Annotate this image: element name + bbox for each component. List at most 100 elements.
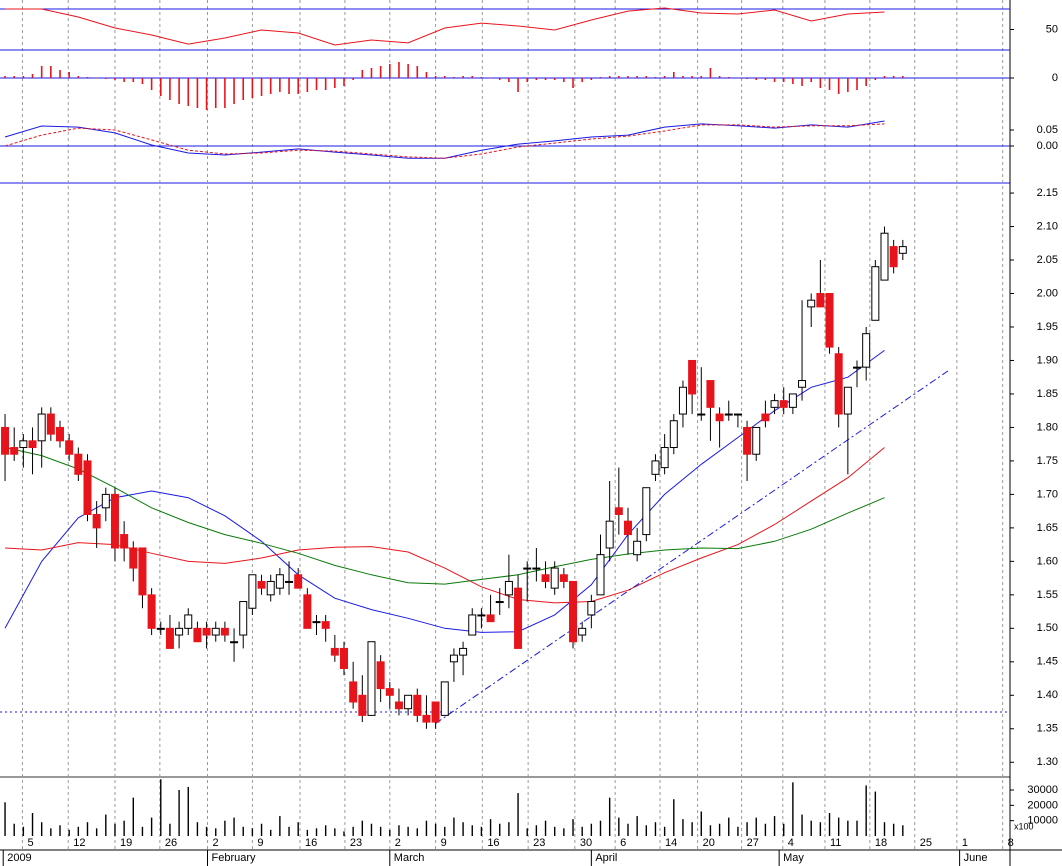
bar [535,78,538,80]
bar [398,825,400,836]
bar [50,66,52,78]
bar [599,820,602,836]
series-line [4,349,885,633]
bar [4,76,6,78]
candle-body [779,400,788,408]
bar [801,814,803,836]
y-tick-label: 2.00 [1037,287,1058,299]
candle-body [257,580,266,589]
candle-body [101,493,110,509]
x-tick-label: 9 [441,837,447,849]
bar [499,823,501,836]
x-tick-label: 6 [620,837,626,849]
bar [389,64,391,78]
x-tick-label: 18 [875,837,887,849]
bar [828,813,831,836]
bar [416,66,419,78]
bar [270,829,272,836]
bar [260,823,263,836]
y-tick-label: 20000 [1027,799,1058,811]
bar [251,828,254,836]
candle-body [605,520,614,549]
candle-body [28,440,37,449]
month-label: June [964,852,988,864]
bar [169,78,171,100]
candle-body [834,353,843,415]
bar [608,76,611,78]
bar [810,820,812,836]
candle-body [10,447,19,455]
bar [682,819,684,836]
bar [535,825,538,836]
candle-body [715,413,724,422]
bar [663,826,666,836]
bar [233,817,235,836]
bar [242,826,244,836]
bar [847,820,849,836]
bar [581,78,583,82]
candle-body [587,601,596,616]
candle-body [733,413,742,416]
candle-body [660,447,669,469]
bar [334,828,336,836]
candle-body [138,547,147,596]
bar [773,78,776,82]
y-tick-label: 2.15 [1037,187,1058,199]
bar [563,78,565,82]
bar [801,78,803,86]
bar [508,822,510,836]
bar [260,78,263,96]
bar [105,814,107,836]
bar [709,825,712,836]
bar [196,822,199,836]
candle-body [706,380,715,408]
candle-body [743,426,752,455]
candle-body [65,440,74,455]
x-tick-label: 30 [580,837,592,849]
bar [819,78,822,88]
bar [636,76,638,78]
bar [352,826,354,836]
candle-body [862,333,871,368]
bar [224,820,226,836]
candle-body [46,413,55,435]
bar [783,823,785,836]
bar [233,78,235,104]
candle-body [541,574,550,582]
candle-body [303,594,312,629]
bar [361,820,364,836]
bar [480,77,483,78]
candle-body [504,580,513,596]
candle-body [147,594,156,629]
bar [737,78,739,79]
candle-body [175,627,184,636]
bar [654,77,657,78]
candle-body [367,641,376,716]
bar [673,799,675,836]
candle-body [752,426,761,455]
bar [874,78,877,80]
candle-body [385,688,394,696]
bar [572,78,574,88]
bar [764,78,767,80]
candle-body [129,547,138,569]
bar [728,817,730,836]
bar [865,78,867,86]
bar [31,74,34,78]
bar [105,78,107,79]
bar [379,826,382,836]
y-tick-label: 30000 [1027,784,1058,796]
bar [215,828,217,836]
bar [159,78,162,96]
bar [581,826,583,836]
bar [608,797,611,836]
bar [837,817,840,836]
bar [553,78,556,80]
y-tick-label: 1.40 [1037,689,1058,701]
candle-body [92,513,101,529]
series-line [4,447,885,604]
bar [169,823,171,836]
candle-body [523,567,532,570]
candle-body [550,567,559,589]
